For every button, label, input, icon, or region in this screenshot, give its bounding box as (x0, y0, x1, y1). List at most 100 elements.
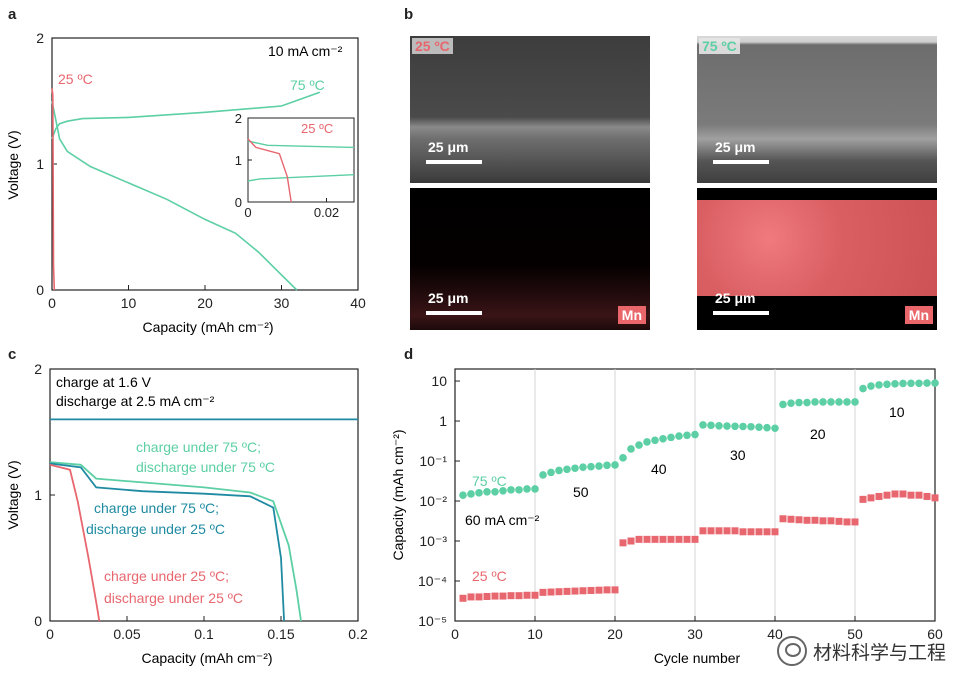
d-point-75c (931, 379, 939, 387)
d-rate-20: 20 (810, 426, 826, 442)
panel-letter-b: b (404, 6, 414, 23)
d-point-25c (907, 491, 915, 499)
d-point-25c (499, 592, 507, 600)
d-ytick-label: 10⁻⁴ (418, 573, 447, 589)
wechat-logo-icon (776, 636, 807, 666)
scale-bar (426, 311, 482, 315)
d-point-25c (731, 527, 739, 535)
scale-label-25c-map: 25 μm (428, 290, 469, 306)
d-point-75c (643, 438, 651, 446)
sem-image-25c: 25 ºC 25 μm (410, 36, 650, 183)
a-inset-ytick-label: 2 (235, 111, 242, 126)
a-ytick-label: 2 (36, 30, 44, 46)
d-ytick-label: 10⁻¹ (419, 453, 447, 469)
a-xtick-label: 30 (274, 295, 290, 311)
chart-c: 0 0.05 0.1 0.15 0.2 0 1 2 Voltage (V) Capacity … (5, 361, 368, 666)
a-inset-xtick-label: 0.02 (314, 205, 339, 220)
d-ytick-label: 10⁻⁵ (418, 613, 447, 629)
d-point-25c (795, 516, 803, 524)
d-point-75c (779, 400, 787, 409)
d-point-75c (659, 434, 667, 443)
d-point-25c (915, 491, 923, 499)
d-point-25c (483, 592, 491, 600)
c-legend-line2: discharge at 2.5 mA cm⁻² (56, 393, 215, 409)
d-point-75c (843, 398, 851, 406)
c-legend-line1: charge at 1.6 V (56, 374, 152, 390)
a-series-line (51, 88, 56, 291)
c-series-line (49, 462, 285, 622)
d-xtick-label: 20 (607, 626, 623, 642)
d-point-25c (835, 517, 843, 525)
d-point-75c (531, 485, 539, 493)
d-point-25c (763, 528, 771, 536)
d-point-75c (611, 461, 619, 469)
panel-letter-d: d (404, 346, 414, 363)
panel-letter-a: a (8, 6, 17, 23)
c-ylabel: Voltage (V) (5, 460, 21, 529)
d-point-25c (627, 537, 635, 545)
d-point-75c (891, 380, 899, 388)
tag-25c: 25 ºC (412, 38, 453, 54)
c-xtick-label: 0.05 (113, 626, 140, 642)
d-rate-50: 50 (573, 484, 589, 500)
d-point-25c (611, 586, 619, 594)
d-point-25c (547, 588, 555, 596)
d-point-75c (907, 379, 915, 388)
a-xtick-label: 0 (48, 295, 56, 311)
d-point-25c (843, 518, 851, 526)
d-xlabel: Cycle number (654, 650, 741, 666)
d-xtick-label: 40 (767, 626, 783, 642)
d-point-75c (491, 488, 499, 496)
d-point-25c (715, 527, 723, 535)
d-point-25c (667, 535, 675, 543)
d-point-25c (723, 527, 731, 535)
d-point-25c (571, 587, 579, 595)
d-point-25c (691, 535, 699, 543)
a-inset-ytick-label: 0 (235, 195, 242, 210)
d-point-25c (891, 490, 899, 498)
d-point-75c (755, 423, 763, 432)
d-rate-10: 10 (889, 404, 905, 420)
a-inset-series-line (247, 138, 292, 203)
d-point-25c (699, 527, 707, 535)
d-point-25c (739, 528, 747, 536)
d-point-75c (547, 468, 555, 477)
a-inset-series-line (247, 140, 355, 149)
a-inset-series-line (247, 174, 355, 182)
d-point-75c (651, 436, 659, 445)
a-inset-ytick-label: 1 (235, 153, 242, 168)
a-ytick-label: 0 (36, 282, 44, 298)
d-point-75c (563, 465, 571, 474)
watermark: 材料科学与工程 (776, 636, 946, 666)
d-point-25c (523, 591, 531, 599)
d-point-75c (499, 487, 507, 495)
d-point-25c (579, 587, 587, 595)
d-point-75c (731, 422, 739, 431)
d-point-25c (587, 586, 595, 594)
c-xtick-label: 0.2 (348, 626, 368, 642)
d-rate-40: 40 (651, 461, 667, 477)
d-label-75: 75 ºC (472, 473, 507, 489)
scale-label-75c-sem: 25 μm (715, 139, 756, 155)
d-point-25c (803, 516, 811, 524)
d-point-25c (635, 535, 643, 543)
d-ytick-label: 10 (431, 373, 447, 389)
d-point-75c (515, 486, 523, 494)
d-ytick-label: 10⁻³ (419, 533, 447, 549)
d-point-75c (763, 423, 771, 432)
d-point-25c (867, 494, 875, 502)
d-point-75c (523, 485, 531, 493)
d-point-75c (875, 381, 883, 389)
d-ytick-label: 10⁻² (419, 493, 447, 509)
d-point-25c (747, 528, 755, 536)
d-point-75c (579, 463, 587, 472)
scale-bar (426, 160, 482, 164)
d-point-75c (819, 398, 827, 406)
d-point-75c (467, 490, 475, 498)
d-point-25c (811, 516, 819, 524)
d-point-25c (771, 528, 779, 536)
c-xtick-label: 0.15 (267, 626, 294, 642)
d-xtick-label: 50 (847, 626, 863, 642)
d-point-25c (595, 586, 603, 594)
d-point-75c (571, 464, 579, 473)
